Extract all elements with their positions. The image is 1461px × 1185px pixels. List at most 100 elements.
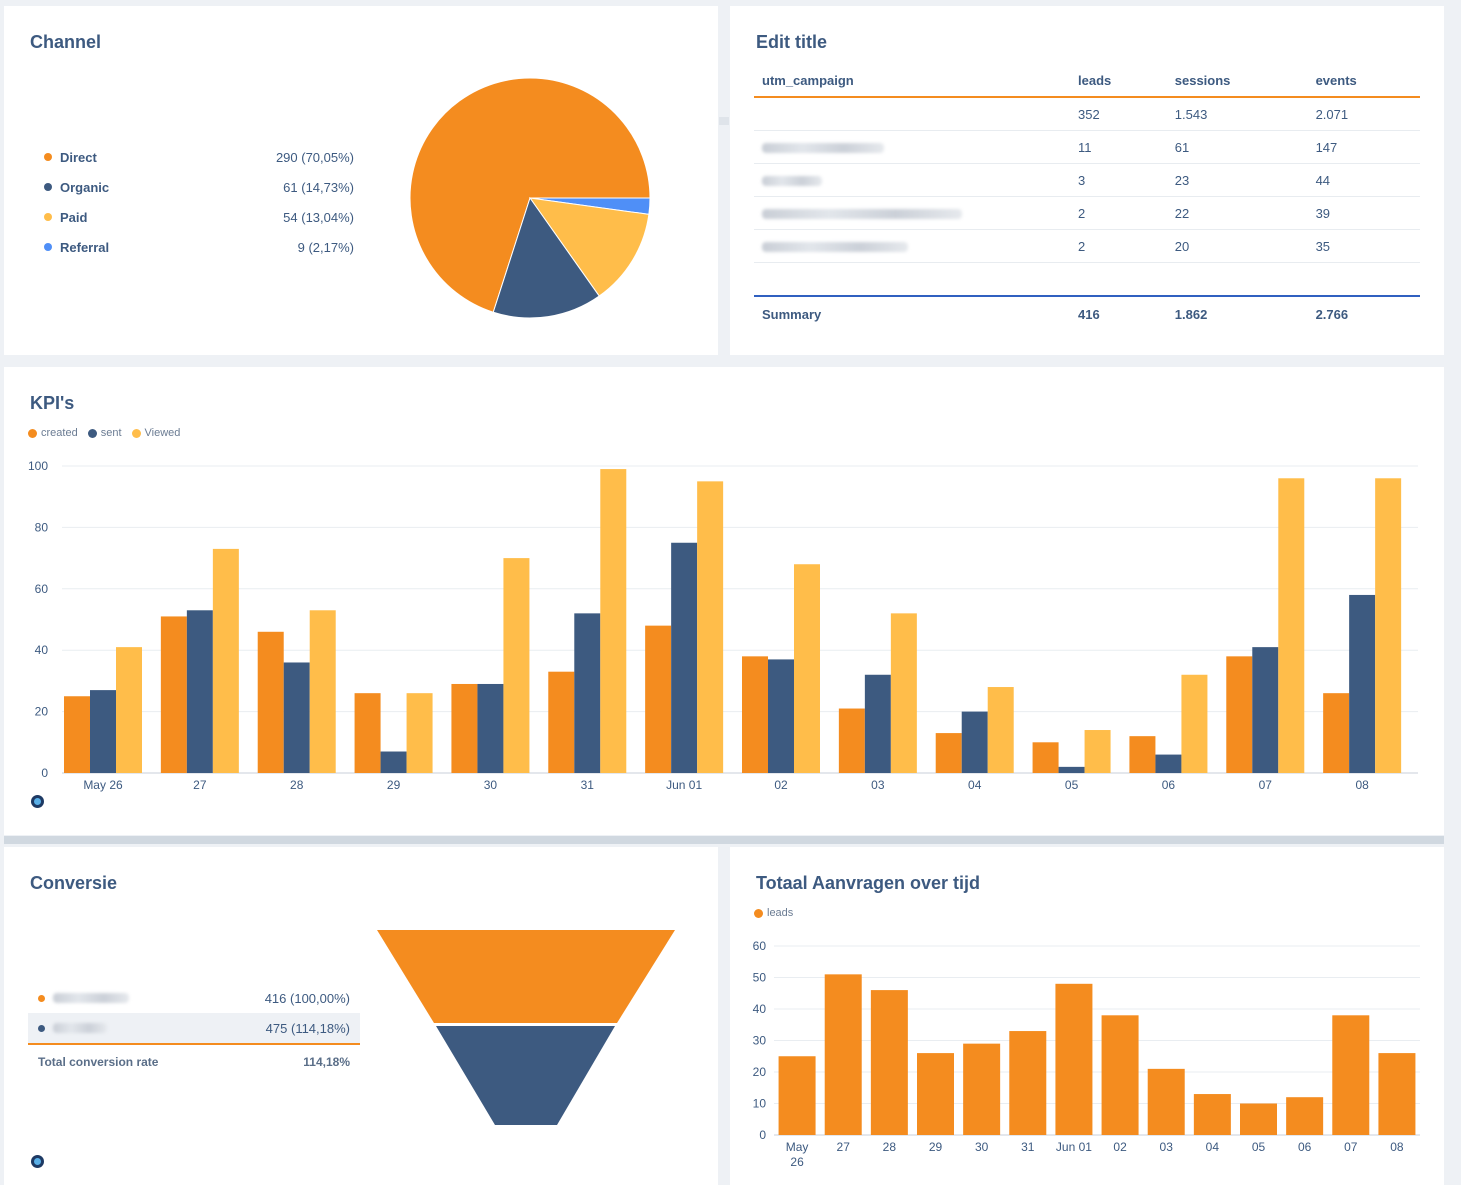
pie-slice-paid[interactable] [528, 197, 650, 297]
x-tick-label: 07 [1259, 778, 1273, 792]
table-row[interactable]: 2 22 39 [754, 196, 1420, 230]
bar-created[interactable] [451, 683, 478, 773]
conversion-card: Conversie 416 (100,00%) 475 (114,18%) To… [4, 847, 718, 1185]
conversion-step[interactable]: 475 (114,18%) [28, 1013, 360, 1043]
bar-sent[interactable] [186, 610, 213, 773]
bar-created[interactable] [645, 625, 672, 773]
bar-created[interactable] [548, 671, 575, 773]
legend-item-leads[interactable]: leads [754, 907, 793, 919]
legend-item-organic[interactable]: Organic 61 (14,73%) [44, 172, 354, 202]
table-row[interactable]: 2 20 35 [754, 229, 1420, 263]
bar-sent[interactable] [671, 542, 698, 773]
bar-leads[interactable] [1193, 1094, 1231, 1135]
x-tick-label: 07 [1344, 1140, 1358, 1154]
bar-sent[interactable] [90, 690, 116, 773]
kpi-card: KPI's created sent Viewed 0 20 40 60 80 100 Ma… [4, 367, 1444, 835]
bar-sent[interactable] [283, 662, 310, 773]
bar-sent[interactable] [1349, 594, 1376, 773]
bar-leads[interactable] [824, 974, 862, 1135]
bar-viewed[interactable] [600, 469, 627, 773]
bar-created[interactable] [935, 733, 962, 773]
resize-handle[interactable] [719, 117, 729, 125]
y-tick-label: 0 [41, 766, 48, 780]
legend-item-sent[interactable]: sent [87, 427, 122, 439]
bar-viewed[interactable] [697, 481, 724, 773]
brand-logo-icon [31, 795, 44, 808]
bar-sent[interactable] [380, 751, 407, 773]
bar-created[interactable] [838, 708, 865, 773]
bar-leads[interactable] [1055, 983, 1093, 1135]
bar-created[interactable] [1226, 656, 1253, 773]
legend-item-direct[interactable]: Direct 290 (70,05%) [44, 142, 354, 172]
step-value: 416 (100,00%) [264, 990, 350, 1006]
table-row[interactable]: 11 61 147 [754, 130, 1420, 164]
brand-logo-icon [31, 1155, 44, 1168]
legend-item-created[interactable]: created [28, 427, 78, 439]
card-title: KPI's [30, 393, 75, 413]
bar-viewed[interactable] [1084, 730, 1111, 773]
bar-created[interactable] [257, 631, 284, 773]
y-tick-label: 0 [759, 1128, 766, 1142]
x-tick-label: 30 [484, 778, 498, 792]
bar-created[interactable] [1032, 742, 1059, 773]
bar-sent[interactable] [961, 711, 988, 773]
bar-leads[interactable] [1286, 1097, 1324, 1135]
legend-item-paid[interactable]: Paid 54 (13,04%) [44, 202, 354, 232]
table-row[interactable]: 352 1.543 2.071 [754, 97, 1420, 131]
bar-sent[interactable] [1252, 647, 1279, 773]
legend-dot [28, 428, 37, 438]
bar-created[interactable] [160, 616, 187, 773]
bar-created[interactable] [354, 693, 381, 773]
column-header[interactable]: leads [1070, 64, 1167, 98]
bar-created[interactable] [64, 696, 90, 773]
bar-viewed[interactable] [1375, 478, 1402, 773]
x-tick-label: 27 [193, 778, 207, 792]
campaign-table-card: Edit title utm_campaign leads sessions e… [730, 6, 1444, 355]
bar-leads[interactable] [1101, 1015, 1139, 1135]
bar-viewed[interactable] [406, 693, 433, 773]
table-row[interactable]: 3 23 44 [754, 163, 1420, 197]
bar-sent[interactable] [574, 613, 601, 773]
bar-sent[interactable] [1058, 766, 1085, 773]
bar-leads[interactable] [963, 1043, 1001, 1135]
bar-viewed[interactable] [212, 548, 239, 773]
bar-leads[interactable] [1147, 1068, 1185, 1135]
summary-row: Summary 416 1.862 2.766 [754, 295, 1420, 331]
bar-viewed[interactable] [1181, 674, 1208, 773]
conversion-step[interactable]: 416 (100,00%) [28, 983, 360, 1013]
bar-viewed[interactable] [890, 613, 917, 773]
x-tick-label: 27 [837, 1140, 851, 1154]
bar-leads[interactable] [870, 990, 908, 1135]
bar-sent[interactable] [768, 659, 794, 773]
bar-viewed[interactable] [503, 558, 530, 773]
bar-viewed[interactable] [1278, 478, 1305, 773]
bar-sent[interactable] [864, 674, 891, 773]
x-tick-label: 02 [1113, 1140, 1127, 1154]
bar-created[interactable] [1129, 736, 1156, 773]
bar-leads[interactable] [1240, 1103, 1277, 1136]
bar-viewed[interactable] [116, 647, 142, 773]
legend-item-viewed[interactable]: Viewed [131, 427, 180, 439]
channel-pie-chart [409, 77, 651, 319]
column-header[interactable]: events [1307, 64, 1420, 98]
pie-slice-direct[interactable] [409, 77, 651, 313]
y-tick-label: 80 [35, 520, 49, 534]
card-title[interactable]: Edit title [756, 32, 827, 52]
bar-leads[interactable] [917, 1053, 954, 1135]
column-header[interactable]: utm_campaign [754, 64, 1070, 98]
bar-leads[interactable] [1332, 1015, 1370, 1135]
bar-leads[interactable] [778, 1056, 816, 1135]
bar-sent[interactable] [1155, 754, 1182, 773]
x-tick-label: 06 [1162, 778, 1176, 792]
bar-created[interactable] [1323, 693, 1350, 773]
legend-item-referral[interactable]: Referral 9 (2,17%) [44, 232, 354, 262]
bar-created[interactable] [742, 656, 768, 773]
pie-slice-organic[interactable] [492, 196, 600, 319]
bar-leads[interactable] [1009, 1031, 1047, 1135]
bar-sent[interactable] [477, 683, 504, 773]
bar-leads[interactable] [1378, 1053, 1416, 1135]
bar-viewed[interactable] [794, 564, 820, 773]
bar-viewed[interactable] [309, 610, 336, 773]
column-header[interactable]: sessions [1166, 64, 1308, 98]
bar-viewed[interactable] [987, 687, 1014, 773]
